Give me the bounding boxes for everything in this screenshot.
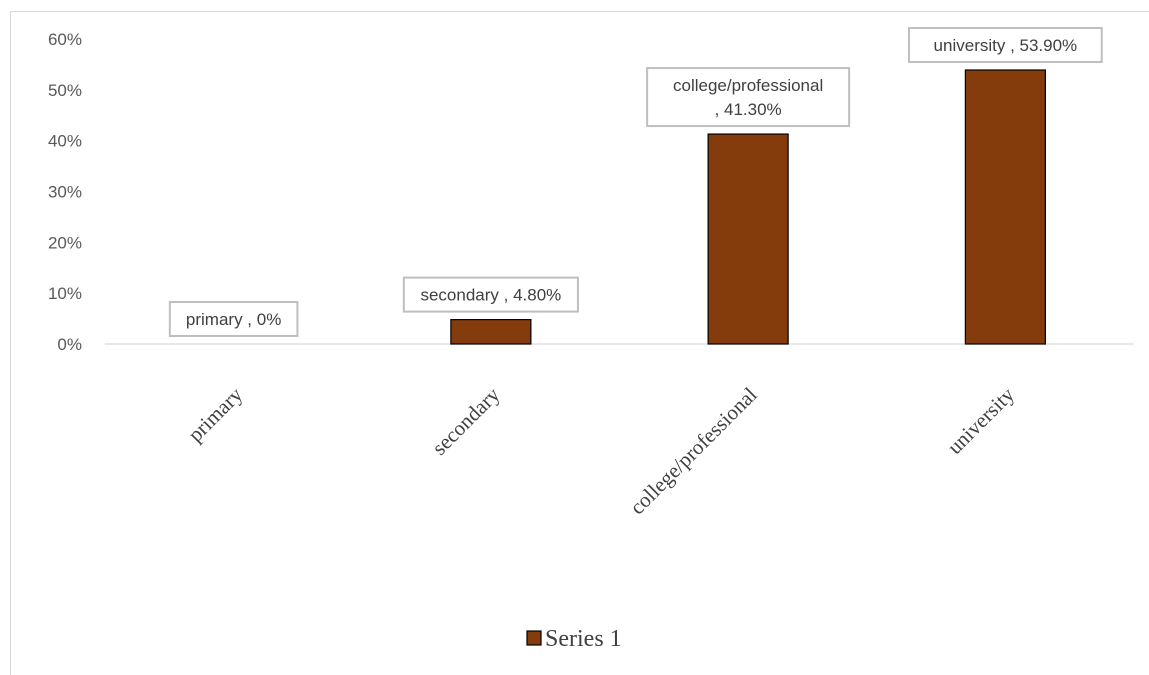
y-tick-label: 10% [48, 284, 82, 303]
data-label-box [646, 67, 851, 128]
bar [707, 133, 789, 345]
data-label: university , 53.90% [934, 36, 1078, 55]
y-tick-label: 0% [57, 335, 82, 354]
data-label: primary , 0% [186, 310, 281, 329]
x-tick-label: college/professional [625, 382, 762, 519]
chart-frame [10, 11, 1149, 675]
data-label: college/professional [673, 76, 823, 95]
bar [964, 69, 1046, 345]
bar [450, 319, 532, 345]
y-tick-label: 60% [48, 30, 82, 49]
x-tick-label: secondary [427, 382, 505, 460]
data-label-box [908, 27, 1103, 64]
y-tick-label: 40% [48, 132, 82, 151]
legend-swatch [526, 630, 542, 646]
y-tick-label: 20% [48, 233, 82, 252]
data-label-box [168, 301, 299, 337]
legend-label: Series 1 [545, 626, 622, 652]
y-tick-label: 30% [48, 183, 82, 202]
x-tick-label: primary [183, 382, 247, 446]
data-label-box [402, 276, 579, 313]
data-label: secondary , 4.80% [420, 286, 561, 305]
y-tick-label: 50% [48, 81, 82, 100]
x-tick-label: university [943, 382, 1020, 459]
data-label: , 41.30% [715, 100, 782, 119]
